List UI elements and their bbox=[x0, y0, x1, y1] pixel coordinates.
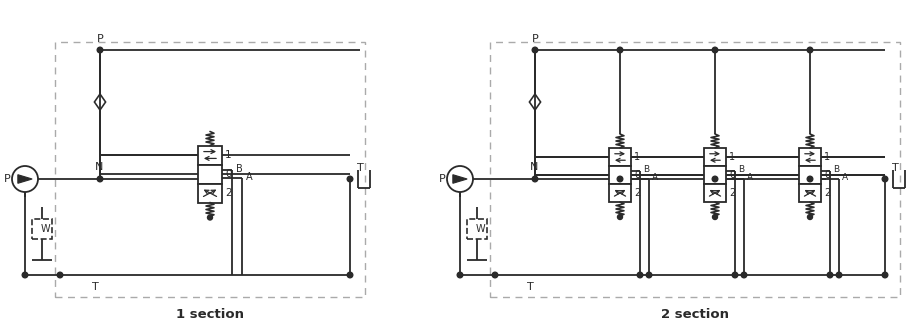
Circle shape bbox=[807, 176, 813, 182]
Text: B: B bbox=[833, 165, 839, 175]
Circle shape bbox=[646, 272, 651, 278]
Bar bbox=[799, 148, 821, 166]
Circle shape bbox=[97, 176, 102, 182]
Bar bbox=[704, 166, 726, 184]
Text: N: N bbox=[95, 162, 103, 172]
Polygon shape bbox=[453, 175, 468, 183]
Text: 2: 2 bbox=[824, 188, 830, 198]
Circle shape bbox=[882, 176, 888, 182]
Text: T: T bbox=[357, 163, 363, 173]
Circle shape bbox=[58, 272, 63, 278]
Text: T: T bbox=[92, 282, 99, 292]
Bar bbox=[198, 164, 222, 183]
Circle shape bbox=[827, 272, 833, 278]
Circle shape bbox=[22, 272, 27, 278]
Text: A: A bbox=[842, 174, 848, 182]
Circle shape bbox=[533, 47, 538, 53]
Bar bbox=[609, 148, 631, 166]
Text: 1 section: 1 section bbox=[176, 308, 244, 321]
Circle shape bbox=[618, 215, 622, 219]
Text: T: T bbox=[891, 163, 899, 173]
Circle shape bbox=[208, 215, 212, 220]
Text: A: A bbox=[651, 174, 658, 182]
Bar bbox=[467, 219, 487, 239]
Circle shape bbox=[97, 47, 102, 53]
Bar bbox=[32, 219, 52, 239]
Bar bbox=[55, 42, 365, 297]
Text: 2: 2 bbox=[225, 188, 231, 198]
Text: B: B bbox=[643, 165, 649, 175]
Bar bbox=[490, 42, 900, 297]
Circle shape bbox=[712, 176, 717, 182]
Text: W: W bbox=[40, 224, 49, 234]
Circle shape bbox=[732, 272, 737, 278]
Text: 2 section: 2 section bbox=[661, 308, 729, 321]
Bar bbox=[609, 166, 631, 184]
Circle shape bbox=[533, 176, 538, 182]
Circle shape bbox=[712, 47, 717, 53]
Bar bbox=[609, 184, 631, 202]
Circle shape bbox=[637, 272, 643, 278]
Text: 0: 0 bbox=[634, 170, 640, 180]
Text: N: N bbox=[530, 162, 538, 172]
Text: 1: 1 bbox=[225, 150, 231, 160]
Text: A: A bbox=[246, 172, 253, 182]
Text: 0: 0 bbox=[824, 170, 830, 180]
Bar bbox=[198, 146, 222, 164]
Circle shape bbox=[836, 272, 842, 278]
Circle shape bbox=[808, 215, 813, 219]
Bar bbox=[198, 183, 222, 202]
Circle shape bbox=[713, 215, 717, 219]
Text: P: P bbox=[438, 174, 446, 184]
Polygon shape bbox=[18, 175, 32, 183]
Text: P: P bbox=[532, 34, 538, 44]
Text: W: W bbox=[475, 224, 485, 234]
Text: A: A bbox=[747, 174, 753, 182]
Text: 0: 0 bbox=[729, 170, 735, 180]
Bar bbox=[799, 166, 821, 184]
Text: 2: 2 bbox=[634, 188, 640, 198]
Bar bbox=[799, 184, 821, 202]
Bar bbox=[704, 148, 726, 166]
Circle shape bbox=[347, 176, 353, 182]
Circle shape bbox=[807, 47, 813, 53]
Text: 1: 1 bbox=[729, 152, 735, 162]
Circle shape bbox=[347, 272, 353, 278]
Text: T: T bbox=[527, 282, 533, 292]
Circle shape bbox=[492, 272, 498, 278]
Text: 0: 0 bbox=[225, 169, 231, 179]
Text: B: B bbox=[236, 164, 242, 174]
Text: P: P bbox=[97, 34, 103, 44]
Circle shape bbox=[882, 272, 888, 278]
Circle shape bbox=[618, 47, 623, 53]
Text: B: B bbox=[737, 165, 744, 175]
Circle shape bbox=[618, 176, 623, 182]
Bar bbox=[704, 184, 726, 202]
Circle shape bbox=[458, 272, 463, 278]
Text: 1: 1 bbox=[824, 152, 830, 162]
Text: P: P bbox=[4, 174, 10, 184]
Text: 2: 2 bbox=[729, 188, 736, 198]
Text: 1: 1 bbox=[634, 152, 640, 162]
Circle shape bbox=[741, 272, 747, 278]
